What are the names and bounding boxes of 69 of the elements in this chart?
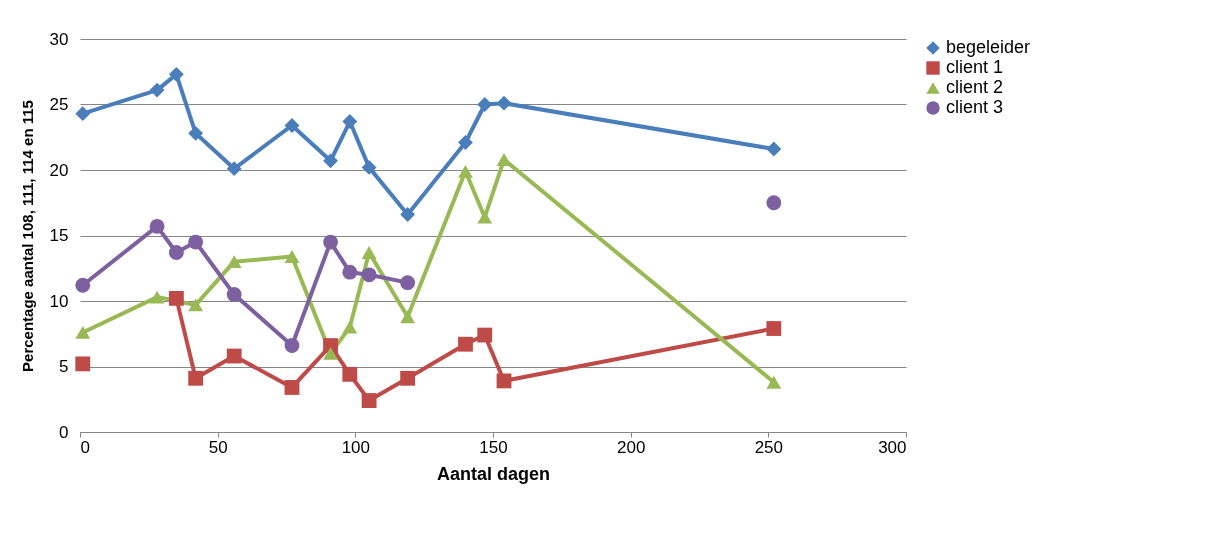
y-tick-label: 0 [59, 422, 69, 442]
x-tick-label: 250 [754, 437, 784, 457]
point [75, 277, 91, 293]
legend-label: client 3 [946, 97, 1004, 117]
y-tick-label: 5 [59, 357, 69, 376]
point [323, 346, 338, 360]
point [477, 97, 493, 112]
point [400, 370, 416, 386]
point [766, 375, 782, 389]
point [226, 161, 242, 177]
point [342, 320, 358, 334]
point [361, 267, 377, 283]
point [400, 207, 416, 222]
x-tick-label: 100 [341, 437, 371, 457]
point [342, 264, 358, 280]
point [766, 195, 782, 211]
point [168, 290, 184, 306]
point [75, 326, 91, 339]
point [188, 298, 204, 312]
point [342, 114, 358, 129]
point [361, 246, 377, 259]
y-tick-label: 30 [49, 29, 69, 49]
point [284, 338, 300, 353]
y-tick-label: 25 [49, 95, 69, 114]
y-tick-label: 20 [49, 160, 69, 180]
point [458, 135, 473, 150]
point [168, 66, 184, 82]
x-tick-label: 0 [80, 437, 90, 457]
point [361, 159, 377, 175]
point [168, 245, 184, 260]
point [188, 234, 204, 250]
point [284, 380, 300, 395]
legend-label: client 1 [946, 57, 1004, 77]
point [496, 95, 512, 111]
point [361, 393, 377, 408]
point [149, 82, 165, 98]
x-tick-label: 300 [878, 437, 907, 457]
point [188, 125, 204, 141]
point [400, 275, 416, 291]
legend-label: begeleider [946, 37, 1031, 57]
point [323, 153, 338, 169]
x-tick-label: 50 [208, 437, 228, 457]
point [766, 141, 782, 157]
point [75, 356, 91, 372]
y-axis-title: Percentage aantal 108, 111, 114 en 115 [18, 100, 36, 372]
point [149, 290, 165, 304]
point [226, 255, 242, 269]
point [477, 210, 493, 224]
point [323, 338, 338, 353]
point [477, 327, 493, 343]
point [458, 164, 473, 178]
point [149, 218, 165, 234]
point [342, 366, 358, 382]
point [75, 106, 91, 122]
x-axis-title: Aantal dagen [436, 463, 551, 484]
point [458, 336, 473, 352]
point [766, 321, 782, 336]
point [496, 373, 512, 389]
point [284, 250, 300, 263]
point [226, 348, 242, 364]
x-tick-label: 200 [616, 437, 646, 457]
y-tick-label: 10 [49, 291, 69, 311]
y-tick-label: 15 [49, 226, 69, 245]
point [226, 287, 242, 302]
point [323, 234, 338, 250]
legend-label: client 2 [946, 77, 1004, 97]
point [188, 370, 204, 386]
point [400, 310, 416, 324]
x-tick-label: 150 [479, 437, 508, 457]
